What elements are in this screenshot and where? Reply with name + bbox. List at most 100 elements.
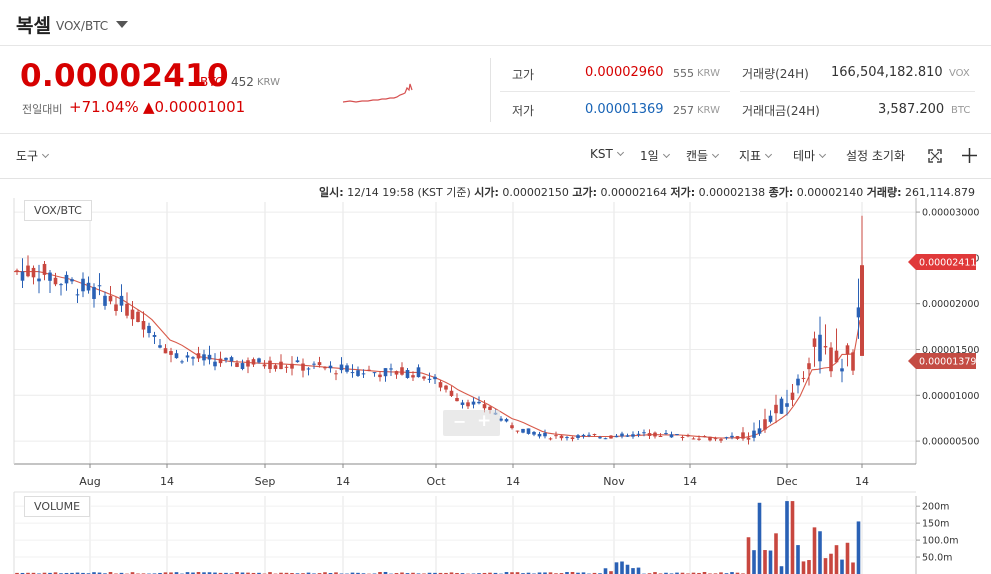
interval-menu[interactable]: 1일 — [640, 147, 670, 164]
price-summary: 0.00002410 BTC 452 KRW 전일대비 +71.04% ▲0.0… — [0, 46, 991, 134]
amount-label: 거래대금(24H) — [742, 104, 820, 118]
volume-bar — [191, 572, 195, 574]
candle — [823, 346, 828, 348]
volume-bar — [548, 572, 553, 574]
candle — [471, 401, 476, 405]
indicators-menu[interactable]: 지표 — [739, 147, 773, 164]
candle — [246, 360, 250, 367]
candle — [42, 263, 47, 275]
candle — [312, 363, 316, 365]
theme-menu[interactable]: 테마 — [793, 147, 827, 164]
candle — [350, 372, 355, 374]
y-tick-label: 0.00002000 — [922, 299, 979, 310]
volume-bar — [81, 572, 85, 574]
volume-bar — [636, 567, 641, 574]
candle — [301, 363, 305, 371]
volume-bar — [174, 572, 179, 574]
chart-type-menu[interactable]: 캔들 — [686, 147, 720, 164]
candle — [405, 370, 410, 378]
volume-bar — [235, 572, 239, 574]
divider — [490, 58, 491, 122]
high-krw: 555 — [673, 67, 694, 80]
volume-bars — [15, 501, 861, 574]
volume-bar — [510, 572, 514, 574]
volume-bar — [218, 572, 223, 574]
candle — [845, 345, 850, 355]
candle — [570, 437, 575, 440]
close-label: 종가: — [768, 186, 794, 199]
zoom-out-button[interactable]: − — [453, 412, 467, 431]
x-tick-label: Aug — [79, 475, 100, 488]
y-tick-label: 0.00003000 — [922, 208, 979, 219]
tools-menu[interactable]: 도구 — [16, 147, 50, 164]
volume-bar — [840, 559, 844, 574]
candle — [851, 352, 855, 371]
high-value: 0.00002960 — [585, 65, 664, 80]
timezone-label: KST — [590, 147, 613, 161]
ma-price-tag-shape — [908, 353, 976, 369]
volume-bar — [48, 572, 52, 574]
amount-value: 3,587.200 — [878, 102, 945, 117]
coin-select-caret-icon[interactable] — [116, 21, 128, 28]
candle — [592, 434, 597, 436]
candle — [565, 437, 569, 439]
volume-bar — [774, 533, 778, 574]
candle — [284, 366, 289, 368]
volume-bar — [576, 572, 580, 574]
candles — [15, 215, 864, 445]
candle — [400, 367, 404, 375]
y-tick-label: 0.00001500 — [922, 345, 979, 356]
volume-bar — [284, 572, 289, 574]
volume-tick-label: 50.0m — [922, 553, 952, 564]
fullscreen-icon[interactable] — [928, 149, 942, 163]
add-icon[interactable] — [961, 147, 978, 164]
candle — [81, 278, 85, 292]
candle — [361, 373, 366, 375]
coin-header: 복셀 VOX/BTC — [0, 0, 991, 46]
candle — [422, 376, 426, 379]
candle — [757, 428, 762, 434]
candle — [521, 428, 525, 433]
pair-label: VOX/BTC — [56, 19, 109, 33]
price-krw: 452 — [231, 75, 254, 89]
date-value: 12/14 19:58 (KST 기준) — [347, 186, 471, 199]
x-tick-label: 14 — [506, 475, 520, 488]
candle — [323, 367, 327, 369]
timezone-menu[interactable]: KST — [590, 147, 624, 161]
series-label: VOX/BTC — [24, 200, 92, 221]
open-value: 0.00002150 — [502, 186, 569, 199]
candle — [559, 435, 564, 439]
candle — [697, 438, 701, 440]
volume-bar — [488, 572, 492, 574]
volume-bar — [515, 572, 520, 574]
candle — [856, 307, 861, 318]
candle — [587, 434, 591, 436]
candle — [581, 434, 586, 437]
candle — [774, 404, 778, 414]
x-tick-label: Nov — [603, 475, 625, 488]
volume-label: 거래량(24H) — [742, 67, 809, 81]
zoom-in-button[interactable]: + — [477, 411, 492, 431]
candle — [609, 435, 613, 439]
candle — [257, 358, 261, 363]
candle — [785, 403, 789, 407]
volume-bar — [807, 560, 811, 574]
candle — [427, 378, 432, 380]
candle — [735, 436, 740, 439]
volume-bar — [856, 521, 861, 574]
volume-bar — [730, 572, 734, 574]
x-tick-labels: Aug 14 Sep 14 Oct 14 Nov 14 Dec 14 — [79, 464, 869, 488]
candle — [746, 437, 751, 440]
info-vol-value: 261,114.879 — [905, 186, 975, 199]
current-price-tag: 0.00002411 — [908, 254, 976, 270]
candle — [614, 435, 619, 438]
chart-type-label: 캔들 — [686, 149, 709, 163]
volume-bar — [15, 572, 19, 574]
volume-bar — [526, 572, 531, 574]
candle — [675, 434, 679, 436]
candle — [433, 376, 437, 380]
candle — [724, 437, 729, 439]
volume-bar — [455, 572, 459, 574]
reset-settings-button[interactable]: 설정 초기화 — [846, 149, 906, 163]
